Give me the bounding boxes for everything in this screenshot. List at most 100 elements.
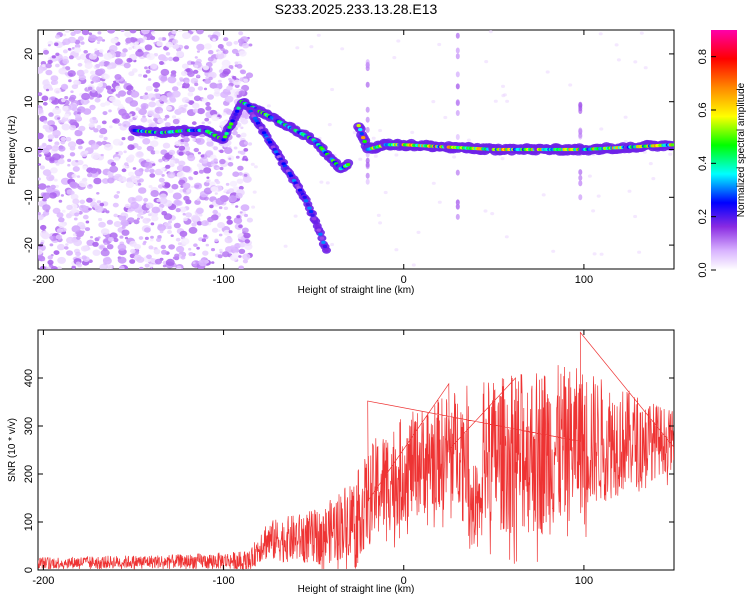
spectrogram-noise-blob <box>97 82 104 88</box>
spectrogram-noise-blob <box>245 72 254 79</box>
spectrogram-noise-blob <box>68 79 72 83</box>
spectrogram-noise-blob <box>165 41 174 48</box>
spectrogram-ridge-core <box>358 128 363 132</box>
spectrogram-noise-blob <box>56 228 64 234</box>
spectrogram-noise-blob <box>121 168 127 173</box>
spectrogram-noise-blob <box>128 71 135 77</box>
spectrogram-streak <box>455 203 460 210</box>
spectrogram-noise-blob <box>138 236 144 240</box>
spectrogram-noise-blob <box>163 99 168 103</box>
spectrogram-noise-blob <box>38 107 44 114</box>
spectrogram-noise-blob <box>57 158 65 165</box>
spectrogram-speckle <box>330 87 335 92</box>
spectrogram-noise-blob <box>144 236 149 240</box>
spectrogram-noise-blob <box>73 79 80 85</box>
spectrogram-noise-blob <box>93 177 102 185</box>
spectrogram-noise-blob <box>233 79 241 86</box>
spectrogram-noise-blob <box>243 173 248 177</box>
spectrogram-noise-blob <box>224 236 233 244</box>
spectrogram-speckle <box>437 200 442 204</box>
spectrogram-speckle <box>587 174 592 178</box>
spectrogram-noise-blob <box>97 31 102 35</box>
spectrogram-noise-blob <box>217 44 224 49</box>
spectrogram-speckle <box>252 190 257 194</box>
spectrogram-noise-blob <box>118 176 127 183</box>
spectrogram-noise-blob <box>240 126 244 130</box>
spectrogram-speckle <box>371 136 376 140</box>
spectrogram-noise-blob <box>121 137 126 141</box>
spectrogram-noise-blob <box>62 58 70 65</box>
spectrogram-noise-blob <box>136 146 142 150</box>
spectrogram-noise-blob <box>152 82 161 88</box>
spectrogram-noise-blob <box>42 124 49 130</box>
spectrogram-noise-blob <box>234 61 239 65</box>
spectrogram-noise-blob <box>196 30 204 35</box>
spectrogram-speckle <box>319 180 324 184</box>
spectrogram-noise-blob <box>214 88 221 93</box>
x-tick-label: 0 <box>401 274 407 286</box>
spectrogram-noise-blob <box>61 209 66 213</box>
y-tick-label: 400 <box>23 369 35 387</box>
spectrogram-noise-blob <box>127 171 135 177</box>
spectrogram-noise-blob <box>74 129 83 137</box>
spectrogram-noise-blob <box>109 45 118 52</box>
spectrogram-speckle <box>488 30 493 34</box>
spectrogram-noise-blob <box>88 53 98 60</box>
spectrogram-streak <box>455 53 460 60</box>
spectrogram-speckle <box>490 212 495 216</box>
spectrogram-noise-blob <box>91 92 98 98</box>
spectrogram-noise-blob <box>182 165 191 173</box>
spectrogram-noise-blob <box>172 256 177 260</box>
spectrogram-noise-blob <box>168 244 176 250</box>
spectrogram-noise-blob <box>211 261 215 264</box>
spectrogram-noise-blob <box>207 216 214 223</box>
spectrogram-noise-blob <box>130 90 140 98</box>
spectrogram-noise-blob <box>38 154 42 157</box>
spectrogram-noise-blob <box>80 41 85 45</box>
spectrogram-noise-blob <box>145 69 151 74</box>
spectrogram-noise-blob <box>124 162 129 166</box>
spectrogram-noise-blob <box>218 206 223 210</box>
spectrogram-noise-blob <box>201 238 207 242</box>
spectrogram-streak <box>578 102 583 109</box>
spectrogram-noise-blob <box>153 248 161 255</box>
spectrogram-noise-blob <box>46 174 55 182</box>
spectrogram-noise-blob <box>238 185 244 190</box>
spectrogram-noise-blob <box>220 91 229 98</box>
spectrogram-noise-blob <box>233 146 238 150</box>
spectrogram-noise-blob <box>62 33 67 37</box>
spectrogram-noise-blob <box>117 150 123 156</box>
spectrogram-noise-blob <box>120 219 130 227</box>
spectrogram-noise-blob <box>45 209 50 213</box>
spectrogram-noise-blob <box>178 151 184 156</box>
spectrogram-ridge-core <box>231 116 237 120</box>
spectrogram-noise-blob <box>86 197 93 203</box>
spectrogram-noise-blob <box>244 239 250 244</box>
spectrogram-noise-blob <box>196 50 200 53</box>
spectrogram-speckle <box>266 104 271 108</box>
spectrogram-noise-blob <box>210 154 217 160</box>
spectrogram-noise-blob <box>42 192 51 199</box>
spectrogram-noise-blob <box>84 227 91 232</box>
spectrogram-ridge-core <box>284 167 289 171</box>
spectrogram-noise-blob <box>123 81 127 84</box>
spectrogram-noise-blob <box>38 132 44 140</box>
spectrogram-noise-blob <box>144 263 150 268</box>
spectrogram-noise-blob <box>113 194 120 199</box>
spectrogram-noise-blob <box>239 211 243 214</box>
spectrogram-noise-blob <box>50 167 58 174</box>
spectrogram-speckle <box>295 46 300 50</box>
spectrogram-noise-blob <box>115 151 119 155</box>
spectrogram-streak <box>578 108 583 114</box>
spectrogram-noise-blob <box>222 49 229 55</box>
spectrogram-speckle <box>316 33 321 37</box>
spectrogram-noise-blob <box>64 96 69 100</box>
spectrogram-noise-blob <box>38 201 41 206</box>
spectrogram-noise-blob <box>197 86 204 91</box>
spectrogram-noise-blob <box>154 88 159 93</box>
spectrogram-noise-blob <box>82 165 88 170</box>
x-tick-label: -200 <box>32 274 54 286</box>
spectrogram-noise-blob <box>194 199 201 205</box>
spectrogram-ridge-core <box>290 176 295 180</box>
spectrogram-noise-blob <box>71 265 76 269</box>
